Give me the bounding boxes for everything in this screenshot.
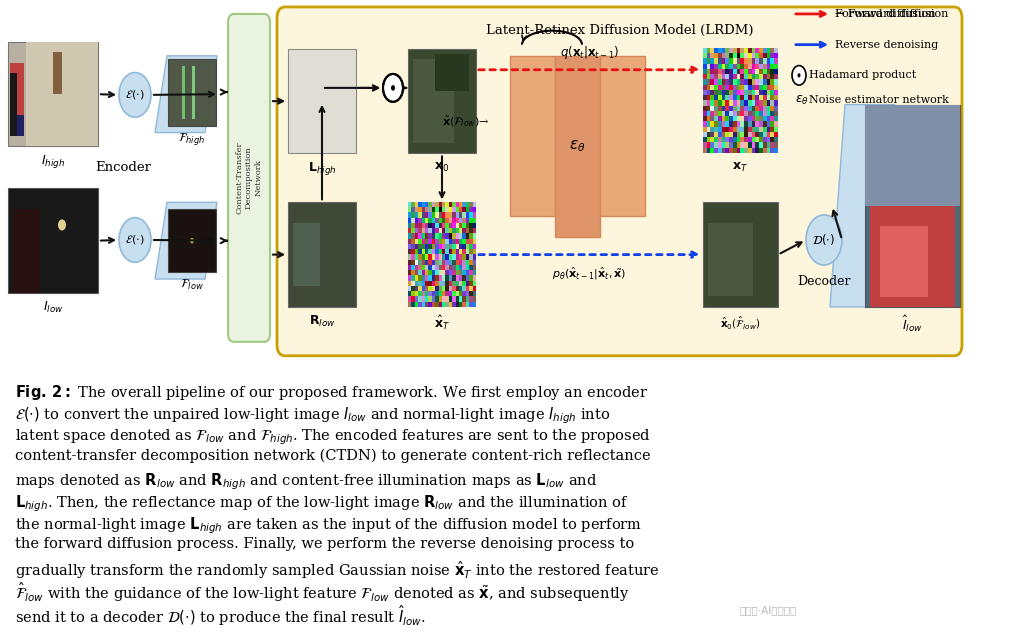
- Text: send it to a decoder $\mathcal{D}(\cdot)$ to produce the final result $\hat{I}_{: send it to a decoder $\mathcal{D}(\cdot)…: [15, 603, 426, 628]
- Text: Hadamard product: Hadamard product: [809, 70, 917, 80]
- Polygon shape: [830, 105, 895, 307]
- Text: $\mathcal{E}(\cdot)$ to convert the unpaired low-light image $I_{low}$ and norma: $\mathcal{E}(\cdot)$ to convert the unpa…: [15, 405, 610, 425]
- Bar: [53, 52, 62, 94]
- Text: $\hat{\mathbf{x}}_0(\hat{\mathcal{F}}_{low})$: $\hat{\mathbf{x}}_0(\hat{\mathcal{F}}_{l…: [721, 314, 760, 331]
- Circle shape: [119, 73, 151, 117]
- Text: $\epsilon_\theta$: $\epsilon_\theta$: [568, 138, 586, 154]
- Text: $\mathcal{E}(\cdot)$: $\mathcal{E}(\cdot)$: [126, 233, 145, 246]
- Text: $\mathcal{F}_{low}$: $\mathcal{F}_{low}$: [180, 277, 204, 292]
- Circle shape: [190, 238, 194, 243]
- Text: Forward diffusion: Forward diffusion: [835, 9, 935, 19]
- Bar: [8, 42, 98, 147]
- Text: 公众号·AI生成未来: 公众号·AI生成未来: [739, 605, 796, 616]
- Text: the forward diffusion process. Finally, we perform the reverse denoising process: the forward diffusion process. Finally, …: [15, 537, 635, 551]
- Bar: [870, 206, 955, 307]
- Bar: [708, 223, 753, 296]
- Bar: [13, 209, 40, 293]
- Text: $\mathcal{E}(\cdot)$: $\mathcal{E}(\cdot)$: [126, 88, 145, 101]
- Circle shape: [806, 215, 842, 265]
- Circle shape: [58, 219, 66, 231]
- Text: $\hat{I}_{low}$: $\hat{I}_{low}$: [902, 314, 923, 334]
- Bar: [288, 49, 356, 154]
- Circle shape: [391, 85, 394, 90]
- Circle shape: [119, 217, 151, 262]
- FancyBboxPatch shape: [277, 7, 962, 356]
- Bar: [8, 188, 98, 293]
- Bar: [288, 202, 356, 307]
- Text: Latent-Retinex Diffusion Model (LRDM): Latent-Retinex Diffusion Model (LRDM): [485, 24, 753, 37]
- Bar: [865, 105, 960, 206]
- Bar: [865, 105, 960, 307]
- Text: $I_{low}$: $I_{low}$: [43, 300, 63, 315]
- Bar: [510, 56, 555, 216]
- Text: Encoder: Encoder: [95, 161, 151, 174]
- Text: Noise estimator network: Noise estimator network: [809, 95, 948, 106]
- Bar: [182, 66, 185, 119]
- Text: Decoder: Decoder: [797, 275, 850, 288]
- Text: $\mathbf{L}_{high}$: $\mathbf{L}_{high}$: [308, 161, 336, 178]
- Text: maps denoted as $\mathbf{R}_{low}$ and $\mathbf{R}_{high}$ and content-free illu: maps denoted as $\mathbf{R}_{low}$ and $…: [15, 471, 598, 492]
- Bar: [703, 202, 778, 307]
- Bar: [413, 59, 454, 143]
- Bar: [600, 56, 645, 216]
- Circle shape: [383, 74, 403, 102]
- Text: $\mathcal{D}(\cdot)$: $\mathcal{D}(\cdot)$: [812, 233, 836, 248]
- Polygon shape: [155, 56, 217, 133]
- Text: $\mathbf{x}_T$: $\mathbf{x}_T$: [733, 161, 748, 174]
- Text: latent space denoted as $\mathcal{F}_{low}$ and $\mathcal{F}_{high}$. The encode: latent space denoted as $\mathcal{F}_{lo…: [15, 427, 651, 447]
- Text: $\mathbf{R}_{low}$: $\mathbf{R}_{low}$: [309, 314, 335, 329]
- Bar: [880, 226, 928, 297]
- Text: $\mathbf{L}_{high}$. Then, the reflectance map of the low-light image $\mathbf{R: $\mathbf{L}_{high}$. Then, the reflectan…: [15, 493, 630, 514]
- Text: $\hat{\mathcal{F}}_{low}$ with the guidance of the low-light feature $\mathcal{F: $\hat{\mathcal{F}}_{low}$ with the guida…: [15, 581, 631, 604]
- Bar: [10, 115, 24, 136]
- Circle shape: [797, 73, 800, 78]
- Bar: [192, 66, 195, 119]
- Circle shape: [792, 66, 806, 85]
- Text: $I_{high}$: $I_{high}$: [41, 154, 65, 171]
- Text: the normal-light image $\mathbf{L}_{high}$ are taken as the input of the diffusi: the normal-light image $\mathbf{L}_{high…: [15, 515, 643, 535]
- Text: content-transfer decomposition network (CTDN) to generate content-rich reflectan: content-transfer decomposition network (…: [15, 449, 651, 463]
- Text: $q(\mathbf{x}_t|\mathbf{x}_{t-1})$: $q(\mathbf{x}_t|\mathbf{x}_{t-1})$: [560, 44, 619, 61]
- Text: Reverse denoising: Reverse denoising: [835, 40, 938, 50]
- Bar: [168, 209, 216, 272]
- Bar: [10, 73, 17, 136]
- Text: gradually transform the randomly sampled Gaussian noise $\hat{\mathbf{x}}_T$ int: gradually transform the randomly sampled…: [15, 559, 660, 581]
- Polygon shape: [155, 202, 217, 279]
- Text: → Forward diffusion: → Forward diffusion: [835, 9, 948, 19]
- Text: Content-Transfer
Decomposition
Network: Content-Transfer Decomposition Network: [236, 142, 263, 214]
- Text: $\mathbf{x}_0$: $\mathbf{x}_0$: [434, 161, 450, 174]
- Bar: [555, 56, 600, 237]
- Bar: [435, 54, 469, 90]
- Bar: [408, 49, 476, 154]
- FancyBboxPatch shape: [228, 14, 270, 342]
- Bar: [168, 59, 216, 126]
- Text: $\tilde{\mathbf{x}}(\mathcal{F}_{low})$→: $\tilde{\mathbf{x}}(\mathcal{F}_{low})$→: [442, 115, 490, 130]
- Text: $p_\theta(\hat{\mathbf{x}}_{t-1}|\hat{\mathbf{x}}_t, \tilde{\mathbf{x}})$: $p_\theta(\hat{\mathbf{x}}_{t-1}|\hat{\m…: [552, 266, 626, 282]
- Text: $\mathcal{F}_{high}$: $\mathcal{F}_{high}$: [179, 131, 205, 147]
- Bar: [10, 63, 24, 115]
- Bar: [26, 42, 98, 147]
- Text: $\hat{\mathbf{x}}_T$: $\hat{\mathbf{x}}_T$: [434, 314, 450, 332]
- Text: $\epsilon_\theta$: $\epsilon_\theta$: [795, 94, 809, 107]
- Bar: [293, 223, 320, 286]
- Text: $\mathbf{Fig.\,2:}$ The overall pipeline of our proposed framework. We first emp: $\mathbf{Fig.\,2:}$ The overall pipeline…: [15, 383, 649, 402]
